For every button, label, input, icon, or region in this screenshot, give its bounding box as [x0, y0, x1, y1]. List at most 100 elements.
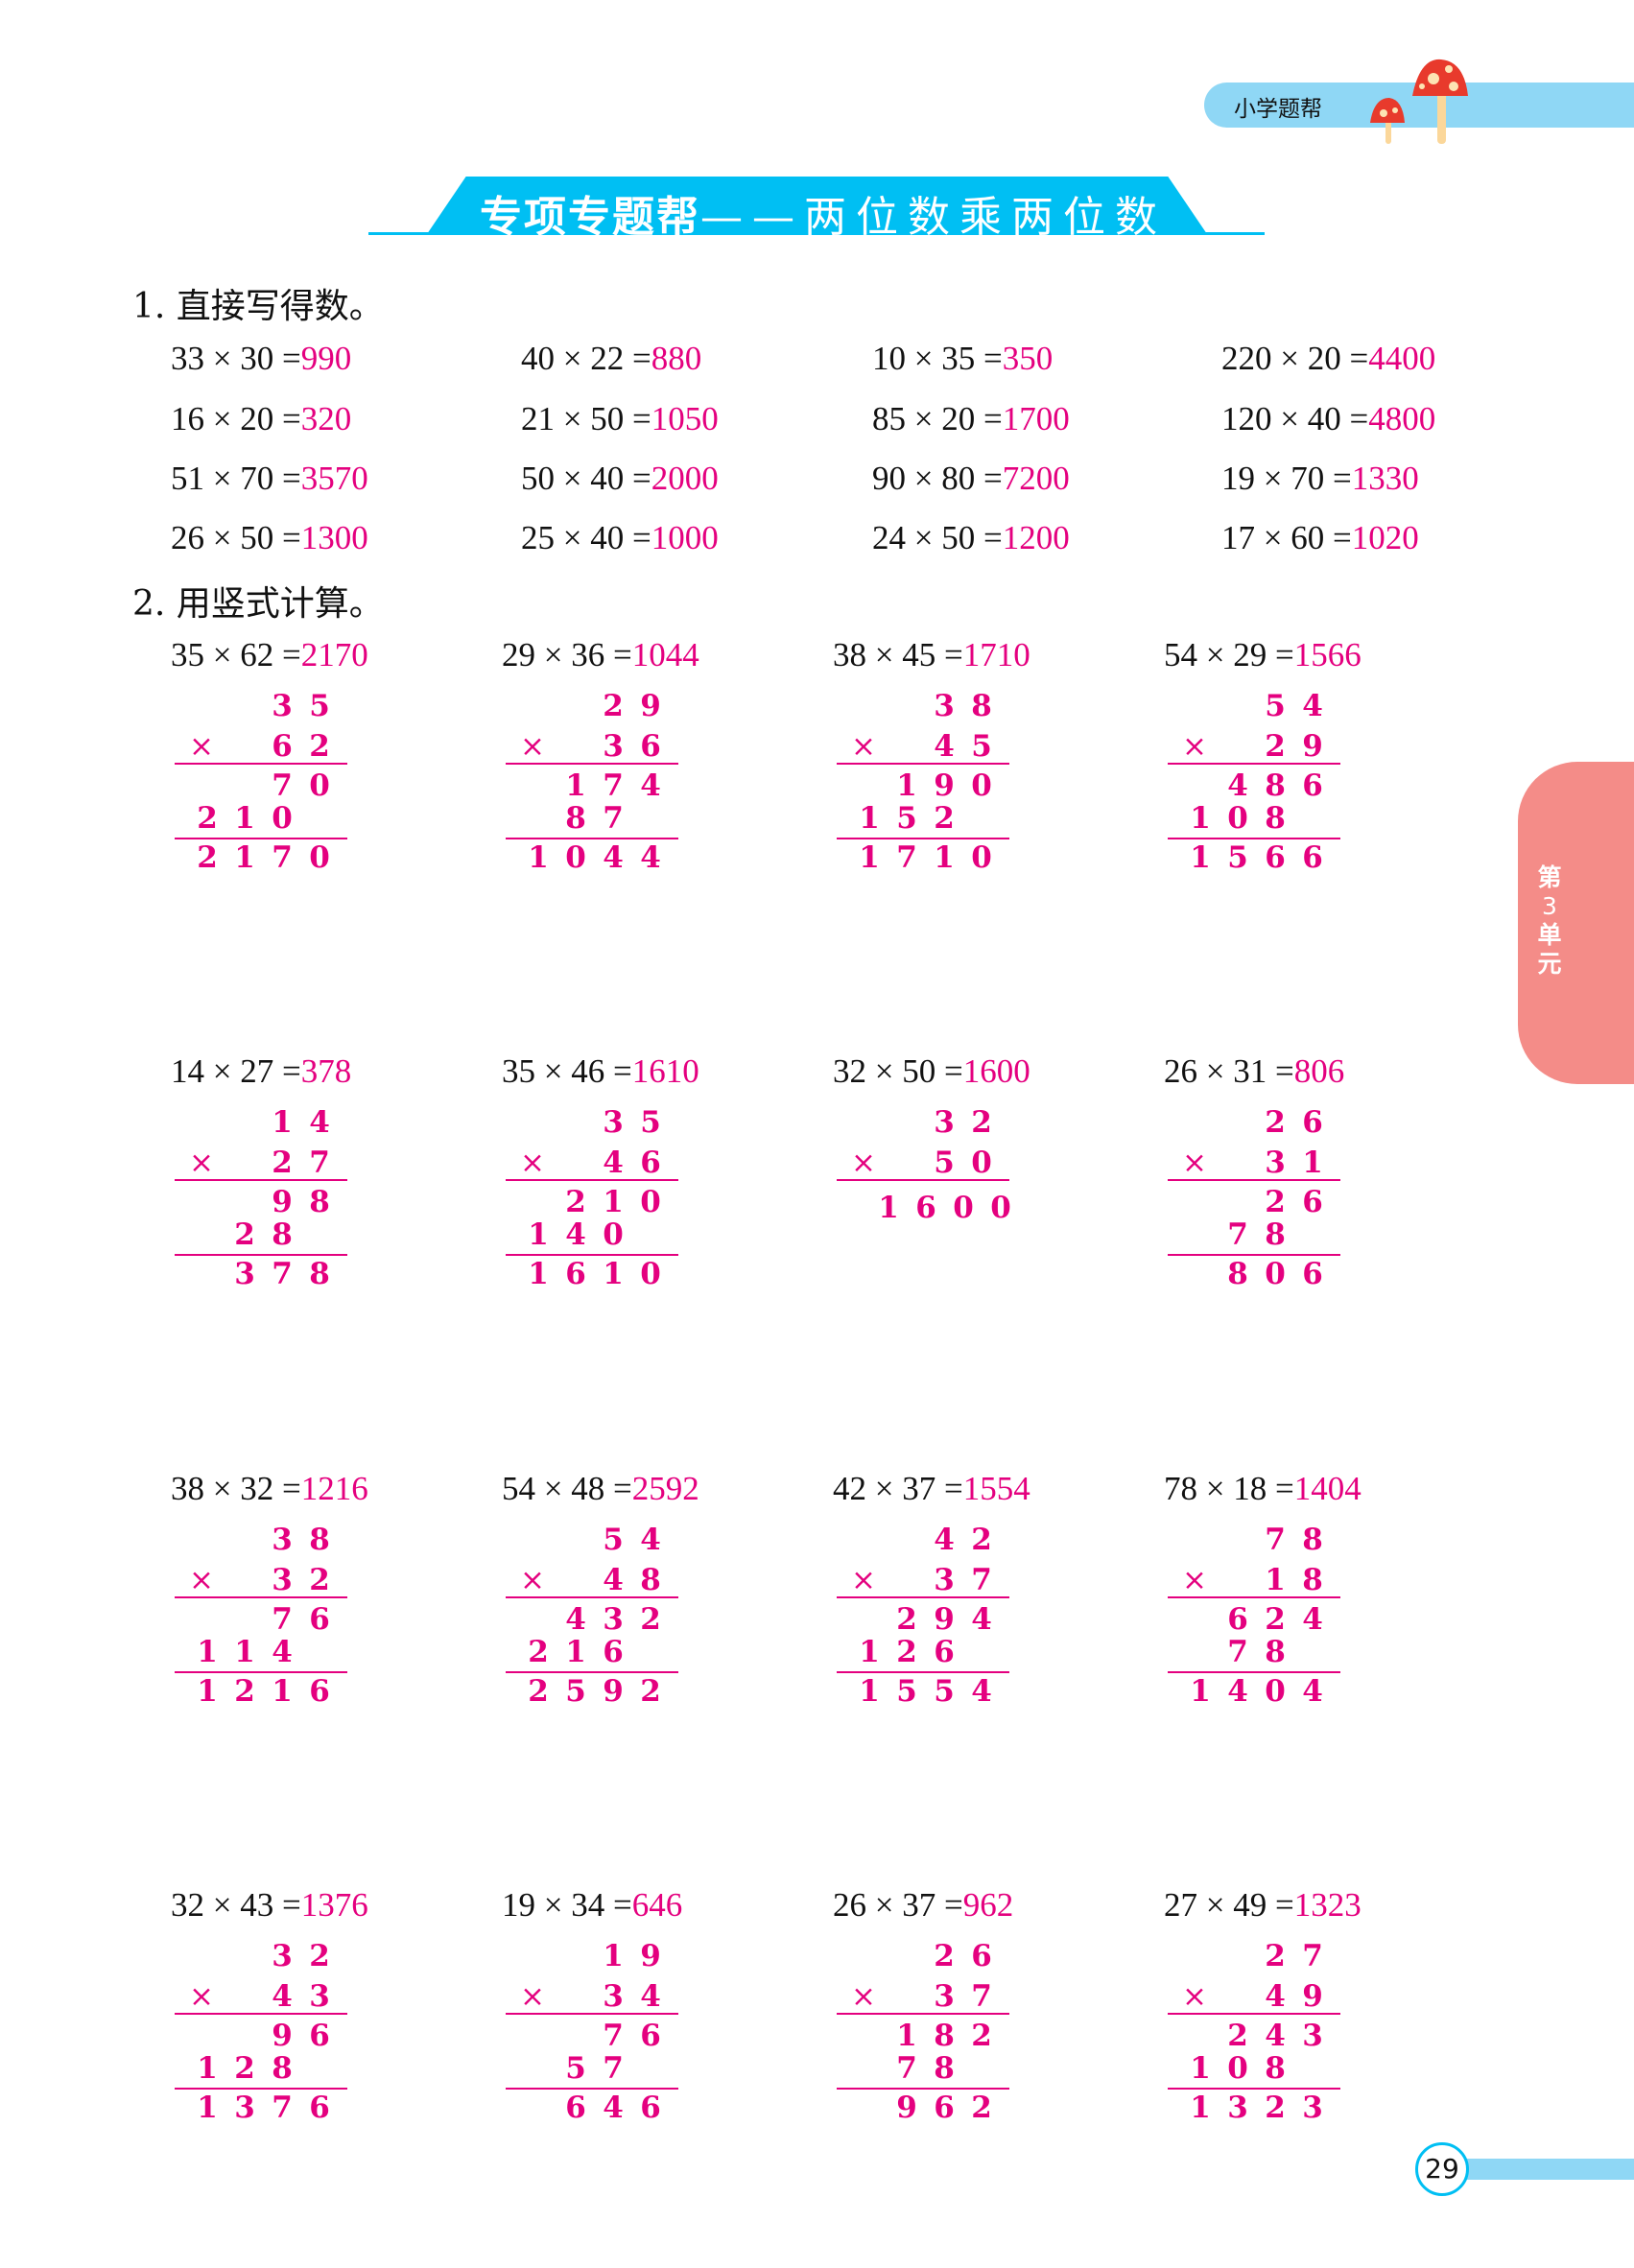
equation-question: 26 × 50 = [171, 519, 301, 556]
equation: 17 × 60 =1020 [1221, 519, 1419, 557]
digit: 7 [971, 1563, 992, 1597]
digit: 8 [934, 2051, 955, 2086]
equation-answer: 1566 [1293, 636, 1362, 673]
equation: 50 × 40 =2000 [521, 460, 719, 498]
times-sign: × [520, 1146, 545, 1180]
equation: 38 × 32 =1216 [171, 1470, 368, 1508]
digit: 7 [896, 2051, 917, 2086]
equation-answer: 378 [300, 1052, 352, 1090]
digit: 0 [953, 1191, 974, 1225]
digit: 7 [603, 768, 624, 803]
equation: 16 × 20 =320 [171, 400, 351, 438]
digit: 1 [859, 840, 880, 875]
digit: 4 [640, 840, 661, 875]
digit: 2 [197, 801, 218, 836]
equation: 40 × 22 =880 [521, 340, 701, 378]
section1-heading: 1. 直接写得数。 [132, 287, 384, 326]
digit: 1 [234, 801, 255, 836]
digit: 0 [309, 840, 330, 875]
equation-answer: 1020 [1351, 519, 1419, 556]
calc-line [175, 2088, 347, 2090]
title-banner [427, 177, 1207, 234]
equation-question: 42 × 37 = [833, 1470, 963, 1507]
digit: 1 [197, 1635, 218, 1669]
digit: 2 [896, 1602, 917, 1637]
equation-answer: 7200 [1002, 460, 1070, 497]
digit: 1 [603, 1257, 624, 1291]
calc-line [175, 1179, 347, 1181]
digit: 4 [1227, 1674, 1248, 1709]
digit: 2 [640, 1602, 661, 1637]
equation: 85 × 20 =1700 [872, 400, 1070, 438]
digit: 6 [640, 2019, 661, 2053]
equation-question: 27 × 49 = [1164, 1886, 1294, 1924]
digit: 4 [565, 1217, 586, 1252]
calc-line [837, 2013, 1009, 2015]
digit: 4 [603, 1146, 624, 1180]
digit: 3 [934, 1105, 955, 1140]
calc-line [1168, 2088, 1340, 2090]
digit: 2 [1265, 1105, 1286, 1140]
digit: 1 [1265, 1563, 1286, 1597]
times-sign: × [851, 729, 876, 764]
calc-line [175, 1671, 347, 1673]
equation-question: 38 × 45 = [833, 636, 963, 673]
page-number-bar [1463, 2159, 1634, 2180]
digit: 3 [1265, 1146, 1286, 1180]
equation-answer: 1554 [962, 1470, 1030, 1507]
equation: 35 × 62 =2170 [171, 636, 368, 674]
calc-line [837, 1596, 1009, 1598]
digit: 8 [934, 2019, 955, 2053]
equation-question: 19 × 70 = [1221, 460, 1352, 497]
equation-answer: 1044 [631, 636, 699, 673]
digit: 5 [896, 1674, 917, 1709]
equation-answer: 806 [1293, 1052, 1345, 1090]
digit: 1 [528, 840, 549, 875]
digit: 4 [934, 729, 955, 764]
equation-question: 35 × 62 = [171, 636, 301, 673]
digit: 9 [272, 1185, 293, 1219]
equation-question: 26 × 31 = [1164, 1052, 1294, 1090]
digit: 6 [640, 729, 661, 764]
digit: 2 [1265, 1185, 1286, 1219]
calc-line [506, 1596, 678, 1598]
digit: 4 [934, 1523, 955, 1557]
digit: 6 [1302, 768, 1323, 803]
times-sign: × [520, 1979, 545, 2014]
digit: 4 [1302, 1602, 1323, 1637]
equation-answer: 1216 [300, 1470, 368, 1507]
digit: 3 [234, 2091, 255, 2125]
digit: 2 [1227, 2019, 1248, 2053]
calc-line [506, 1179, 678, 1181]
equation-question: 24 × 50 = [872, 519, 1003, 556]
digit: 5 [1227, 840, 1248, 875]
digit: 4 [1265, 1979, 1286, 2014]
times-sign: × [189, 729, 214, 764]
digit: 3 [272, 1939, 293, 1973]
digit: 3 [934, 1563, 955, 1597]
calc-line [837, 1671, 1009, 1673]
digit: 2 [640, 1674, 661, 1709]
digit: 2 [971, 2091, 992, 2125]
digit: 0 [640, 1257, 661, 1291]
times-sign: × [189, 1146, 214, 1180]
equation-question: 40 × 22 = [521, 340, 651, 377]
digit: 7 [1227, 1635, 1248, 1669]
equation: 42 × 37 =1554 [833, 1470, 1030, 1508]
digit: 2 [272, 1146, 293, 1180]
equation-answer: 646 [631, 1886, 683, 1924]
digit: 2 [528, 1674, 549, 1709]
digit: 4 [603, 2091, 624, 2125]
equation-answer: 2170 [300, 636, 368, 673]
calc-line [506, 2013, 678, 2015]
digit: 7 [603, 801, 624, 836]
digit: 8 [309, 1523, 330, 1557]
equation: 120 × 40 =4800 [1221, 400, 1435, 438]
digit: 2 [309, 729, 330, 764]
digit: 6 [309, 2019, 330, 2053]
calc-line [1168, 1179, 1340, 1181]
digit: 4 [640, 1979, 661, 2014]
digit: 2 [1265, 1602, 1286, 1637]
digit: 8 [640, 1563, 661, 1597]
unit-tab-label: 第 3 单 元 [1530, 863, 1569, 979]
